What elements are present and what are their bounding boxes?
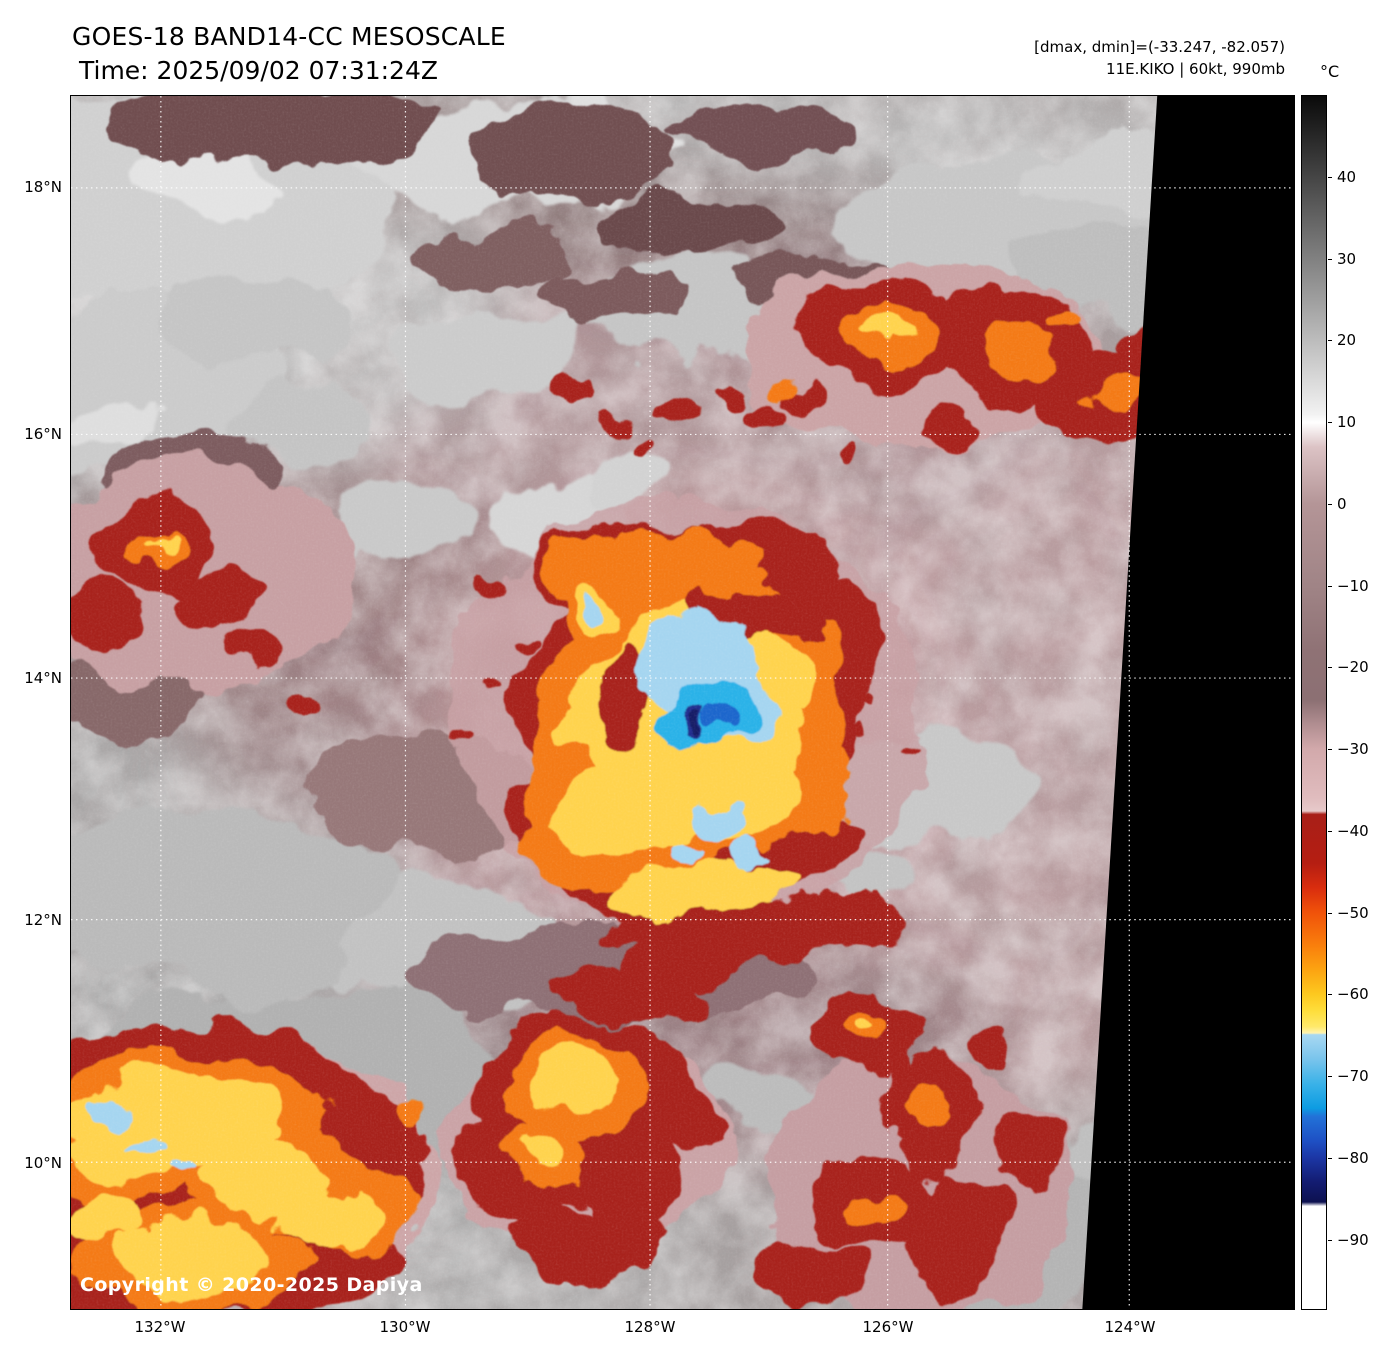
colorbar-tick-label: 10	[1337, 413, 1356, 431]
lon-label-124w: 124°W	[1105, 1318, 1156, 1336]
colorbar	[1301, 95, 1327, 1310]
lon-label-130w: 130°W	[380, 1318, 431, 1336]
colorbar-tick-mark	[1328, 340, 1332, 341]
colorbar-tick-label: −20	[1337, 658, 1369, 676]
lat-label-14n: 14°N	[4, 669, 62, 687]
lon-label-128w: 128°W	[625, 1318, 676, 1336]
colorbar-tick-label: −10	[1337, 577, 1369, 595]
colorbar-ticks: 40 30 20 10 0 −10 −20 −30 −40 −50 −60 −70 −80 −90	[1328, 95, 1388, 1310]
colorbar-tick-mark	[1328, 177, 1332, 178]
lat-label-12n: 12°N	[4, 911, 62, 929]
colorbar-unit-label: °C	[1320, 62, 1339, 81]
colorbar-tick-mark	[1328, 994, 1332, 995]
lon-label-132w: 132°W	[135, 1318, 186, 1336]
colorbar-tick-mark	[1328, 749, 1332, 750]
satellite-image-page: { "header": { "title": "GOES-18 BAND14-C…	[0, 0, 1390, 1359]
satellite-map-area: Copyright © 2020-2025 Dapiya	[70, 95, 1295, 1310]
lat-label-18n: 18°N	[4, 178, 62, 196]
satellite-cloud-image	[71, 96, 1294, 1309]
copyright-watermark: Copyright © 2020-2025 Dapiya	[80, 1274, 423, 1296]
colorbar-tick-label: 40	[1337, 168, 1356, 186]
colorbar-tick-mark	[1328, 831, 1332, 832]
colorbar-tick-mark	[1328, 1240, 1332, 1241]
storm-info-label: 11E.KIKO | 60kt, 990mb	[1106, 60, 1285, 78]
colorbar-tick-label: −80	[1337, 1149, 1369, 1167]
colorbar-tick-mark	[1328, 422, 1332, 423]
colorbar-tick-mark	[1328, 667, 1332, 668]
page-title: GOES-18 BAND14-CC MESOSCALE	[72, 22, 506, 51]
colorbar-gradient	[1302, 96, 1326, 1309]
colorbar-tick-label: −70	[1337, 1067, 1369, 1085]
colorbar-tick-label: −90	[1337, 1231, 1369, 1249]
colorbar-tick-mark	[1328, 586, 1332, 587]
lon-label-126w: 126°W	[863, 1318, 914, 1336]
colorbar-tick-mark	[1328, 504, 1332, 505]
colorbar-tick-mark	[1328, 1076, 1332, 1077]
colorbar-tick-mark	[1328, 259, 1332, 260]
colorbar-tick-label: 0	[1337, 495, 1347, 513]
timestamp-label: Time: 2025/09/02 07:31:24Z	[79, 56, 438, 85]
colorbar-tick-mark	[1328, 913, 1332, 914]
lat-label-16n: 16°N	[4, 425, 62, 443]
lat-label-10n: 10°N	[4, 1154, 62, 1172]
colorbar-tick-mark	[1328, 1158, 1332, 1159]
colorbar-tick-label: 30	[1337, 250, 1356, 268]
colorbar-tick-label: 20	[1337, 331, 1356, 349]
colorbar-tick-label: −30	[1337, 740, 1369, 758]
colorbar-tick-label: −40	[1337, 822, 1369, 840]
colorbar-tick-label: −60	[1337, 985, 1369, 1003]
dmax-dmin-label: [dmax, dmin]=(-33.247, -82.057)	[1034, 38, 1285, 56]
colorbar-tick-label: −50	[1337, 904, 1369, 922]
